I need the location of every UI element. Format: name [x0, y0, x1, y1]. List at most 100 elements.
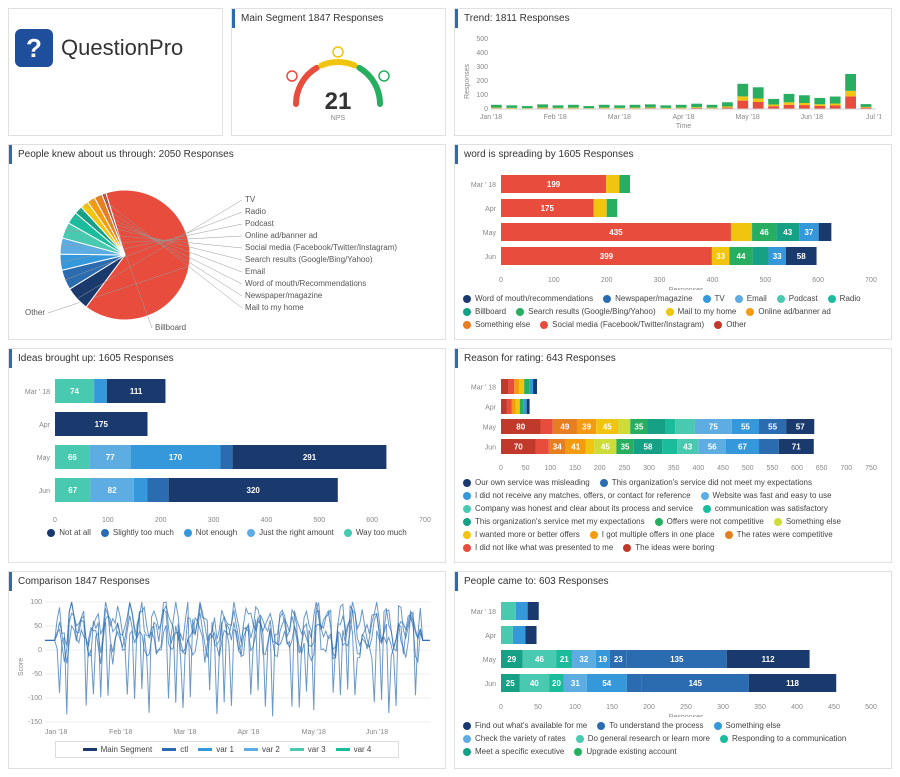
- svg-text:29: 29: [507, 655, 516, 664]
- trend-body: 0100200300400500ResponsesJan '18Feb '18M…: [455, 28, 891, 135]
- svg-text:Mar ' 18: Mar ' 18: [471, 182, 496, 189]
- svg-text:Jun: Jun: [485, 445, 496, 452]
- legend-swatch: [162, 748, 176, 751]
- legend-label: Slightly too much: [113, 528, 174, 537]
- legend-label: TV: [715, 294, 725, 303]
- people-panel: People came to: 603 Responses Mar ' 18Ap…: [454, 571, 892, 769]
- svg-text:400: 400: [791, 704, 803, 711]
- svg-text:Mar '18: Mar '18: [173, 729, 196, 736]
- svg-text:35: 35: [634, 423, 643, 432]
- svg-text:46: 46: [535, 655, 544, 664]
- legend-item: Company was honest and clear about its p…: [463, 504, 693, 513]
- legend-label: Not enough: [196, 528, 237, 537]
- svg-text:Responses: Responses: [668, 287, 704, 290]
- comparison-body: -150-100-50050100ScoreJan '18Feb '18Mar …: [9, 591, 445, 768]
- ideas-body: Mar ' 1874111Apr175May6677170291Jun67823…: [9, 368, 445, 547]
- svg-text:170: 170: [169, 453, 183, 462]
- svg-text:Mar ' 18: Mar ' 18: [25, 389, 50, 396]
- svg-text:40: 40: [530, 679, 539, 688]
- legend-item: communication was satisfactory: [703, 504, 828, 513]
- legend-item: Offers were not competitive: [655, 517, 764, 526]
- legend-label: Radio: [840, 294, 861, 303]
- logo: ? QuestionPro: [9, 9, 222, 87]
- svg-text:43: 43: [683, 443, 692, 452]
- legend-label: Upgrade existing account: [586, 747, 676, 756]
- legend-swatch: [290, 748, 304, 751]
- legend-swatch: [47, 529, 55, 537]
- legend-label: Not at all: [59, 528, 91, 537]
- legend-label: Something else: [726, 721, 781, 730]
- svg-text:Mar ' 18: Mar ' 18: [471, 609, 496, 616]
- legend-item: Mail to my home: [666, 307, 737, 316]
- svg-text:Apr '18: Apr '18: [238, 729, 260, 736]
- legend-swatch: [701, 492, 709, 500]
- svg-text:Apr: Apr: [39, 422, 51, 429]
- legend-item: The ideas were boring: [623, 543, 714, 552]
- svg-text:400: 400: [261, 517, 273, 524]
- legend-swatch: [463, 321, 471, 329]
- svg-text:41: 41: [571, 443, 580, 452]
- svg-text:Apr '18: Apr '18: [673, 114, 695, 121]
- svg-text:-50: -50: [32, 671, 42, 678]
- svg-text:450: 450: [717, 465, 729, 472]
- svg-text:Jun: Jun: [485, 681, 496, 688]
- legend-swatch: [746, 308, 754, 316]
- word-body: Mar ' 18199Apr175May435464337Jun39933443…: [455, 164, 891, 339]
- nps-panel: Main Segment 1847 Responses 21NPS: [231, 8, 446, 136]
- legend-label: communication was satisfactory: [715, 504, 828, 513]
- svg-text:25: 25: [506, 679, 515, 688]
- svg-text:145: 145: [689, 679, 703, 688]
- svg-text:300: 300: [717, 704, 729, 711]
- svg-text:May: May: [483, 425, 497, 432]
- legend-label: Do general research or learn more: [588, 734, 710, 743]
- legend-swatch: [463, 295, 471, 303]
- legend-swatch: [463, 308, 471, 316]
- svg-text:20: 20: [552, 679, 561, 688]
- legend-label: I did not like what was presented to me: [475, 543, 613, 552]
- legend-item: Radio: [828, 294, 861, 303]
- svg-text:435: 435: [609, 228, 623, 237]
- word-panel: word is spreading by 1605 Responses Mar …: [454, 144, 892, 340]
- svg-text:320: 320: [247, 486, 261, 495]
- svg-text:500: 500: [313, 517, 325, 524]
- legend-item: Social media (Facebook/Twitter/Instagram…: [540, 320, 704, 329]
- svg-text:May '18: May '18: [736, 114, 760, 121]
- legend-item: To understand the process: [597, 721, 703, 730]
- svg-text:150: 150: [606, 704, 618, 711]
- pie-title: People knew about us through: 2050 Respo…: [9, 145, 445, 164]
- svg-text:75: 75: [709, 423, 718, 432]
- reason-legend: Our own service was misleadingThis organ…: [461, 474, 885, 556]
- legend-swatch: [344, 529, 352, 537]
- svg-text:400: 400: [692, 465, 704, 472]
- legend-item: Find out what's available for me: [463, 721, 587, 730]
- legend-item: Online ad/banner ad: [746, 307, 831, 316]
- svg-text:112: 112: [762, 655, 775, 664]
- svg-text:44: 44: [737, 252, 746, 261]
- svg-text:May '18: May '18: [302, 729, 326, 736]
- legend-swatch: [463, 748, 471, 756]
- svg-text:100: 100: [30, 599, 42, 606]
- svg-text:77: 77: [106, 453, 115, 462]
- legend-item: I wanted more or better offers: [463, 530, 580, 539]
- legend-swatch: [576, 735, 584, 743]
- legend-swatch: [83, 748, 97, 751]
- svg-text:700: 700: [865, 277, 877, 284]
- svg-text:600: 600: [812, 277, 824, 284]
- trend-chart: 0100200300400500ResponsesJan '18Feb '18M…: [461, 34, 881, 129]
- legend-item: Something else: [714, 721, 781, 730]
- legend-label: Mail to my home: [678, 307, 737, 316]
- svg-text:Feb '18: Feb '18: [544, 114, 567, 121]
- svg-text:58: 58: [644, 443, 653, 452]
- svg-text:23: 23: [614, 655, 623, 664]
- svg-text:Jun: Jun: [485, 254, 496, 261]
- legend-item: Slightly too much: [101, 528, 174, 537]
- legend-label: The rates were competitive: [737, 530, 833, 539]
- svg-text:80: 80: [516, 423, 525, 432]
- svg-text:100: 100: [102, 517, 114, 524]
- legend-label: Website was fast and easy to use: [713, 491, 832, 500]
- svg-text:100: 100: [544, 465, 556, 472]
- legend-item: The rates were competitive: [725, 530, 833, 539]
- svg-text:200: 200: [155, 517, 167, 524]
- people-legend: Find out what's available for me To under…: [461, 717, 885, 760]
- comparison-legend: Main Segmentctlvar 1var 2var 3var 4: [55, 741, 399, 758]
